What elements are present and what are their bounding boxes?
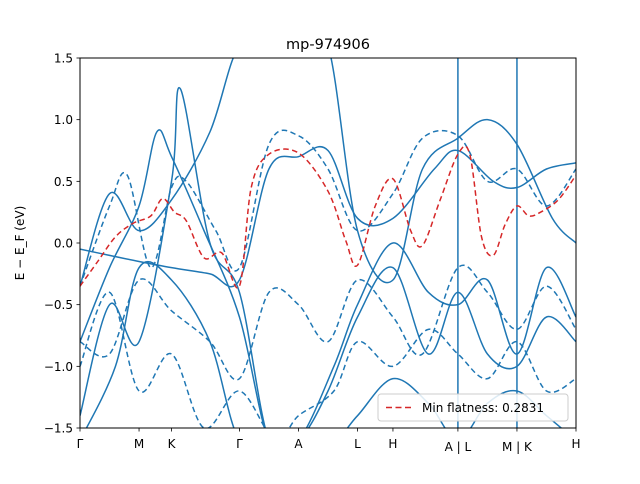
legend-flat-band-label: Min flatness: 0.2831 xyxy=(422,401,544,415)
y-tick-label: 1.0 xyxy=(54,113,73,127)
band-line-1 xyxy=(80,58,576,287)
x-axis: Γ M K Γ A L H A | L M | K H xyxy=(77,428,581,454)
y-tick-label: −0.5 xyxy=(44,298,73,312)
y-tick-label: −1.5 xyxy=(44,422,73,436)
y-tick-label: 0.5 xyxy=(54,175,73,189)
y-tick-label: −1.0 xyxy=(44,360,73,374)
x-tick-label: M xyxy=(134,437,144,451)
x-tick-label: L xyxy=(354,437,361,451)
y-axis-label: E − E_F (eV) xyxy=(13,206,27,281)
band-line-5 xyxy=(80,129,576,287)
x-tick-label: H xyxy=(388,437,397,451)
legend-box xyxy=(377,393,569,422)
x-tick-label: Γ xyxy=(77,437,84,451)
legend: Min flatness: 0.2831 xyxy=(377,393,569,422)
chart-title: mp-974906 xyxy=(286,37,370,53)
band-line-7 xyxy=(80,291,576,428)
x-tick-label: A | L xyxy=(445,440,472,454)
band-line-3 xyxy=(80,86,576,428)
x-tick-label: M | K xyxy=(502,440,533,454)
band-lines xyxy=(80,58,576,428)
band-line-6 xyxy=(80,264,576,381)
flat-band-line xyxy=(80,145,576,289)
y-axis: −1.5 −1.0 −0.5 0.0 0.5 1.0 1.5 xyxy=(44,52,80,436)
y-tick-label: 0.0 xyxy=(54,237,73,251)
band-line-2 xyxy=(80,129,576,428)
band-line-0 xyxy=(80,145,576,288)
x-tick-label: Γ xyxy=(236,437,243,451)
y-tick-label: 1.5 xyxy=(54,52,73,66)
x-tick-label: H xyxy=(571,437,580,451)
x-tick-label: A xyxy=(294,437,303,451)
flat-band-group xyxy=(80,145,576,289)
x-tick-label: K xyxy=(168,437,177,451)
